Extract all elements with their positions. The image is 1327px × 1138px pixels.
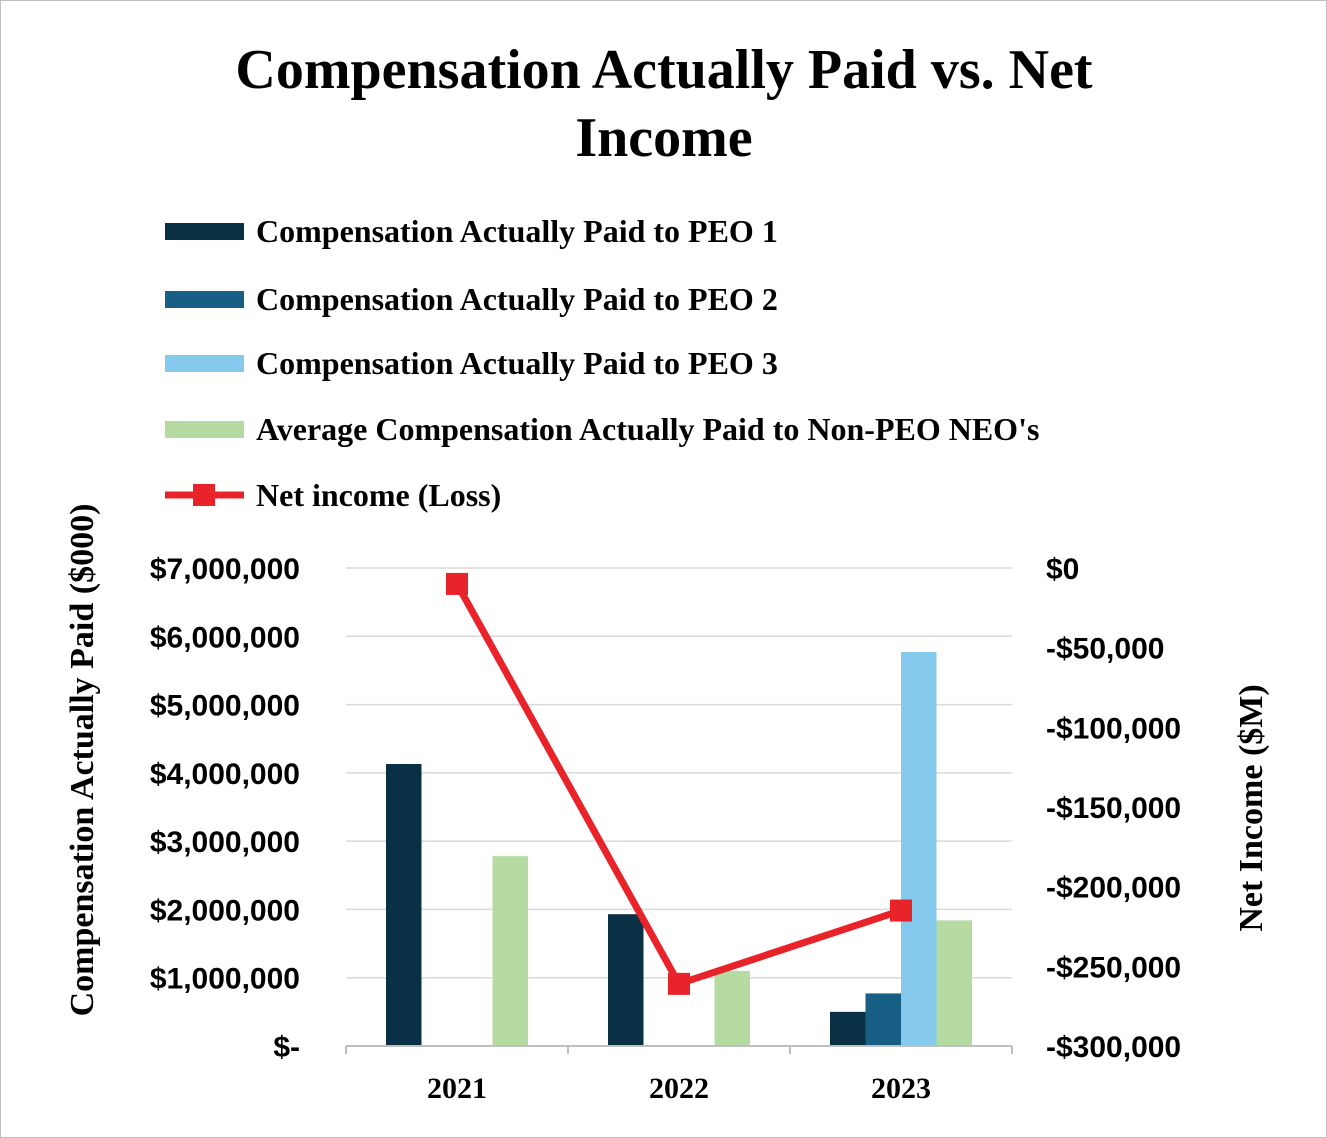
legend-label-compensation-actually-paid-to-peo-2: Compensation Actually Paid to PEO 2 bbox=[256, 281, 778, 317]
x-axis-label-2021: 2021 bbox=[427, 1072, 487, 1105]
bars bbox=[386, 651, 972, 1046]
bar-compensation-actually-paid-to-peo-3-2023 bbox=[901, 651, 937, 1046]
bar-compensation-actually-paid-to-peo-2-2023 bbox=[865, 993, 901, 1046]
left-axis-tick-label: $3,000,000 bbox=[150, 826, 300, 859]
legend-swatch-compensation-actually-paid-to-peo-2 bbox=[165, 291, 244, 308]
tick-labels: $- $1,000,000 $2,000,000 $3,000,000 $4,000,0… bbox=[150, 553, 1181, 1105]
legend: Compensation Actually Paid to PEO 1 Compe… bbox=[165, 213, 1039, 513]
left-axis-tick-label: $2,000,000 bbox=[150, 894, 300, 927]
left-axis-tick-label: $7,000,000 bbox=[150, 553, 300, 586]
left-axis-tick-label: $6,000,000 bbox=[150, 621, 300, 654]
marker-net-income-loss-2022 bbox=[668, 972, 690, 995]
chart-title-line-1: Compensation Actually Paid vs. Net bbox=[235, 39, 1092, 101]
bar-average-compensation-actually-paid-to-non-peo-neo-s-2021 bbox=[492, 856, 528, 1046]
left-axis-title: Compensation Actually Paid ($000) bbox=[64, 504, 101, 1017]
net-income-line bbox=[446, 572, 912, 995]
legend-swatch-average-compensation-actually-paid-to-non-peo-neo-s bbox=[165, 421, 244, 438]
right-axis-tick-label: -$50,000 bbox=[1046, 633, 1164, 666]
x-axis-label-2023: 2023 bbox=[871, 1072, 931, 1105]
left-axis-tick-label: $1,000,000 bbox=[150, 963, 300, 996]
x-axis-label-2022: 2022 bbox=[649, 1072, 709, 1105]
legend-label-compensation-actually-paid-to-peo-3: Compensation Actually Paid to PEO 3 bbox=[256, 345, 778, 381]
bar-compensation-actually-paid-to-peo-1-2021 bbox=[386, 763, 422, 1046]
legend-marker-net-income-loss bbox=[193, 484, 215, 506]
bar-compensation-actually-paid-to-peo-1-2023 bbox=[830, 1011, 866, 1046]
legend-label-net-income-loss: Net income (Loss) bbox=[256, 477, 501, 513]
right-axis-tick-label: -$100,000 bbox=[1046, 712, 1181, 745]
legend-label-compensation-actually-paid-to-peo-1: Compensation Actually Paid to PEO 1 bbox=[256, 213, 778, 249]
right-axis-title: Net Income ($M) bbox=[1233, 684, 1270, 931]
chart-title-line-2: Income bbox=[575, 107, 752, 169]
left-axis-tick-label: $- bbox=[273, 1031, 300, 1064]
legend-label-average-compensation-actually-paid-to-non-peo-neo-s: Average Compensation Actually Paid to No… bbox=[256, 411, 1039, 447]
marker-net-income-loss-2021 bbox=[446, 572, 468, 595]
legend-swatch-compensation-actually-paid-to-peo-3 bbox=[165, 355, 244, 372]
marker-net-income-loss-2023 bbox=[890, 899, 912, 922]
bar-compensation-actually-paid-to-peo-1-2022 bbox=[608, 914, 644, 1046]
axes bbox=[345, 1045, 1013, 1054]
right-axis-tick-label: -$250,000 bbox=[1046, 951, 1181, 984]
left-axis-tick-label: $5,000,000 bbox=[150, 690, 300, 723]
legend-swatch-compensation-actually-paid-to-peo-1 bbox=[165, 223, 244, 240]
bar-average-compensation-actually-paid-to-non-peo-neo-s-2022 bbox=[714, 970, 750, 1046]
left-axis-tick-label: $4,000,000 bbox=[150, 758, 300, 791]
right-axis-tick-label: -$300,000 bbox=[1046, 1031, 1181, 1064]
right-axis-tick-label: $0 bbox=[1046, 553, 1079, 586]
right-axis-tick-label: -$200,000 bbox=[1046, 872, 1181, 905]
right-axis-tick-label: -$150,000 bbox=[1046, 792, 1181, 825]
bar-average-compensation-actually-paid-to-non-peo-neo-s-2023 bbox=[936, 920, 972, 1046]
